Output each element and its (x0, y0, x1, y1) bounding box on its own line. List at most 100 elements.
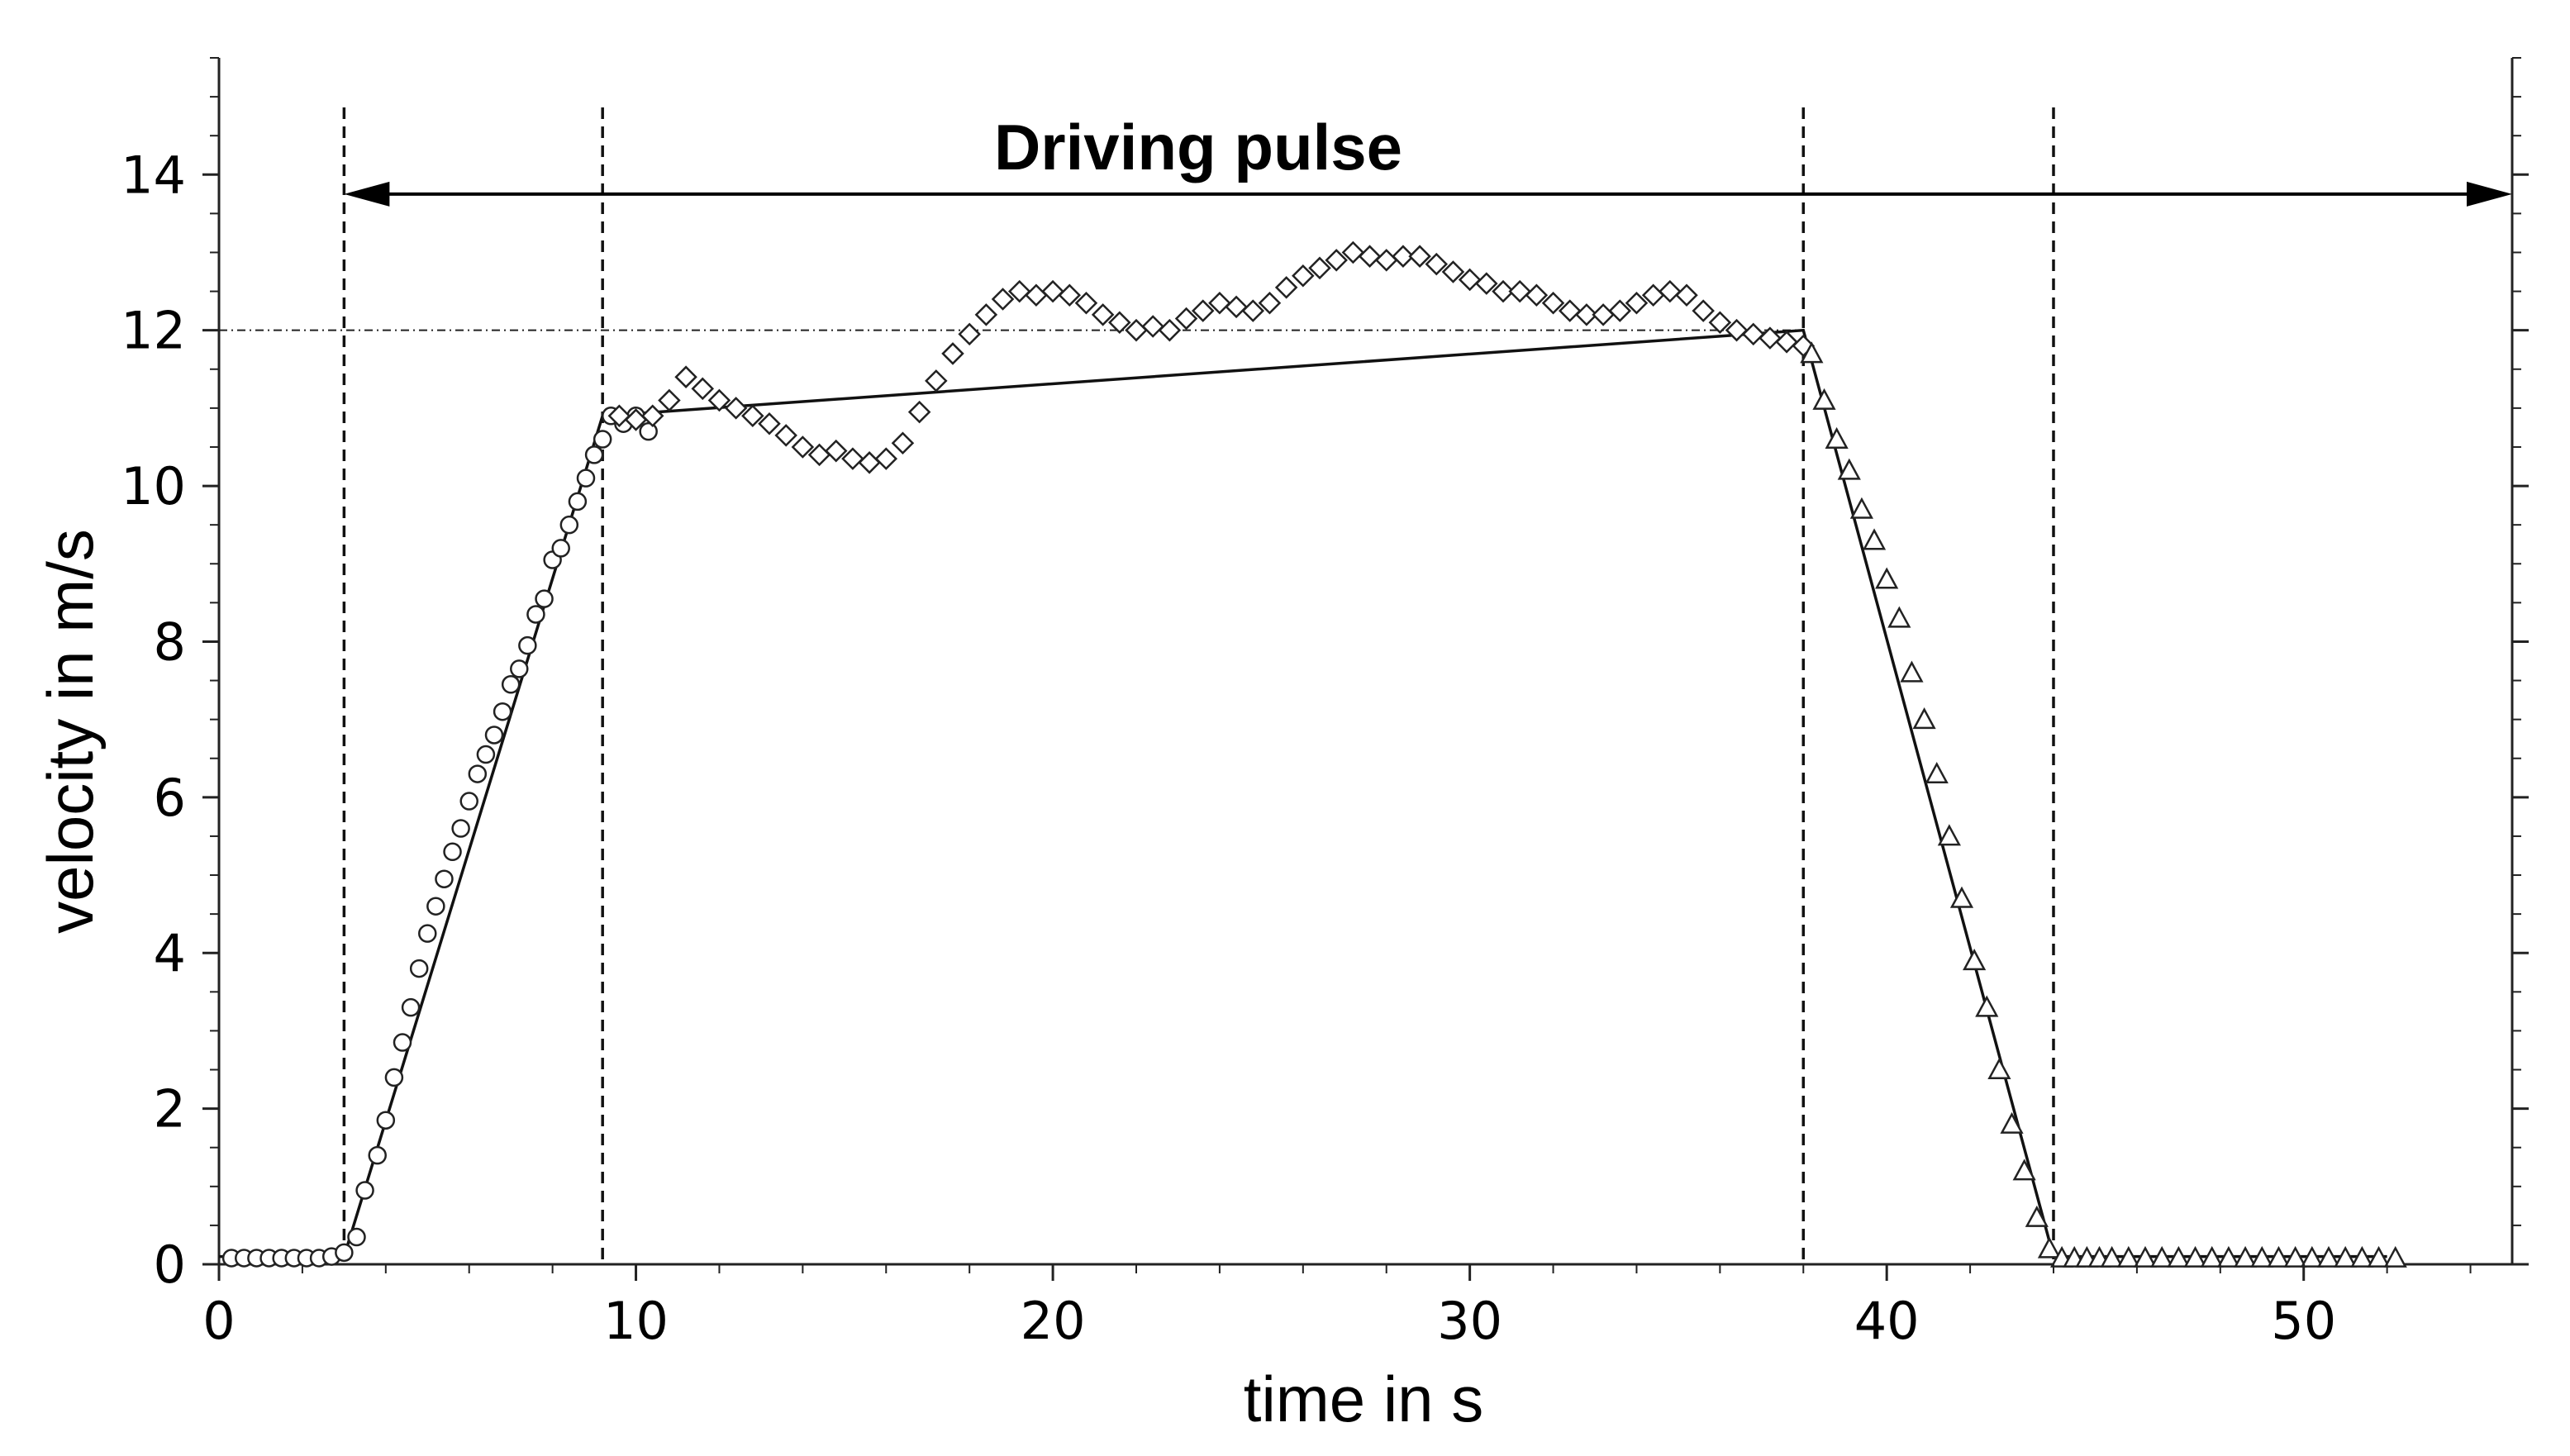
diamond-data-point (1659, 279, 1682, 303)
y-tick-label: 8 (154, 611, 186, 672)
trapezoid-line (219, 328, 2387, 1259)
x-tick-label: 30 (1437, 1291, 1502, 1351)
diamond-data-point (1007, 279, 1031, 303)
diamond-data-point (1041, 279, 1064, 303)
diamond-data-point (1058, 283, 1082, 307)
circle-data-point (484, 726, 504, 745)
diamond-data-point (1625, 291, 1649, 315)
circle-data-point (347, 1227, 366, 1247)
diamond-data-point (1508, 279, 1531, 303)
triangle-data-point (1912, 707, 1936, 730)
diamond-data-point (1374, 249, 1398, 272)
axis-ticks: 0 10 20 30 40 50 0 2 4 6 8 10 12 14 (121, 57, 2529, 1351)
triangle-data-point (2025, 1205, 2049, 1227)
diamond-data-point (758, 412, 781, 435)
triangle-data-point (1963, 949, 1987, 971)
y-tick-label: 6 (154, 768, 186, 828)
x-tick-label: 40 (1854, 1291, 1920, 1351)
triangle-data-point (1875, 567, 1899, 589)
circle-data-point (593, 430, 612, 449)
diamond-data-point (907, 400, 931, 424)
triangle-data-point (2316, 1245, 2341, 1268)
diamond-data-point (824, 439, 848, 463)
triangle-data-point (2037, 1236, 2062, 1259)
diamond-data-point (691, 377, 715, 401)
circle-data-point (518, 635, 537, 655)
diamond-data-point (1575, 303, 1598, 326)
circle-data-point (501, 675, 521, 694)
diamond-data-point (1191, 299, 1215, 322)
x-tick-label: 10 (603, 1291, 669, 1351)
driving-pulse-annotation: Driving pulse (344, 111, 2512, 207)
x-axis-title: time in s (1244, 1363, 1483, 1435)
circle-data-point (335, 1243, 354, 1263)
y-tick-label: 0 (154, 1235, 186, 1295)
annotation-label: Driving pulse (994, 111, 1402, 183)
diamond-data-point (874, 447, 898, 470)
data-markers (221, 240, 2407, 1268)
circle-data-point (393, 1033, 412, 1052)
triangle-data-point (2383, 1245, 2407, 1268)
y-axis-title: velocity in m/s (34, 529, 107, 934)
triangle-data-point (2334, 1245, 2358, 1268)
diamond-data-point (791, 435, 815, 459)
diamond-data-point (1258, 291, 1282, 315)
x-tick-label: 0 (202, 1291, 235, 1351)
diamond-data-point (1741, 322, 1765, 346)
circle-data-point (426, 897, 445, 916)
diamond-data-point (1475, 272, 1498, 295)
triangle-data-point (2116, 1245, 2140, 1268)
diamond-data-point (1108, 311, 1131, 335)
diamond-data-point (1274, 276, 1298, 299)
diamond-data-point (1592, 303, 1615, 326)
triangle-data-point (1987, 1057, 2011, 1079)
diamond-data-point (974, 303, 998, 326)
triangle-data-point (2233, 1245, 2258, 1268)
diamond-data-point (1174, 307, 1198, 331)
circle-data-point (418, 924, 437, 943)
arrow-head-right (2467, 181, 2512, 207)
diamond-data-point (858, 451, 881, 474)
diamond-data-point (1325, 249, 1348, 272)
diamond-data-point (1208, 291, 1231, 315)
circle-data-point (639, 421, 658, 441)
circle-data-point (526, 605, 545, 624)
triangle-data-point (1849, 497, 1874, 519)
diamond-data-point (1392, 245, 1415, 268)
circle-data-point (443, 842, 462, 862)
diamond-data-point (774, 424, 797, 447)
y-tick-label: 10 (121, 456, 186, 516)
diamond-data-point (1091, 303, 1115, 326)
triangle-data-point (2250, 1245, 2274, 1268)
circle-data-point (409, 959, 429, 978)
diamond-data-point (658, 388, 681, 412)
diamond-data-point (1775, 331, 1798, 354)
triangle-data-point (2350, 1245, 2374, 1268)
arrow-head-left (344, 181, 390, 207)
triangle-data-point (2183, 1245, 2207, 1268)
triangle-data-point (1937, 824, 1961, 846)
diamond-data-point (1708, 311, 1732, 335)
diamond-data-point (958, 322, 981, 346)
diamond-data-point (1458, 268, 1482, 292)
triangle-data-point (1812, 388, 1836, 410)
triangle-data-point (2200, 1245, 2224, 1268)
triangle-data-point (1800, 341, 1824, 364)
diamond-data-point (1441, 260, 1465, 283)
diamond-data-point (991, 288, 1015, 311)
diamond-data-point (1608, 299, 1632, 322)
diamond-data-point (1241, 299, 1265, 322)
diamond-data-point (1492, 279, 1515, 303)
diamond-data-point (1074, 291, 1098, 315)
plot-frame (217, 58, 2514, 1266)
y-tick-label: 14 (121, 145, 186, 205)
circle-data-point (384, 1068, 404, 1087)
diamond-data-point (1525, 283, 1549, 307)
diamond-data-point (741, 404, 764, 428)
circle-data-point (576, 469, 596, 488)
x-tick-label: 20 (1021, 1291, 1086, 1351)
diamond-data-point (1292, 264, 1315, 288)
triangle-data-point (2000, 1111, 2024, 1134)
circle-data-point (368, 1145, 387, 1165)
circle-data-point (476, 745, 496, 764)
